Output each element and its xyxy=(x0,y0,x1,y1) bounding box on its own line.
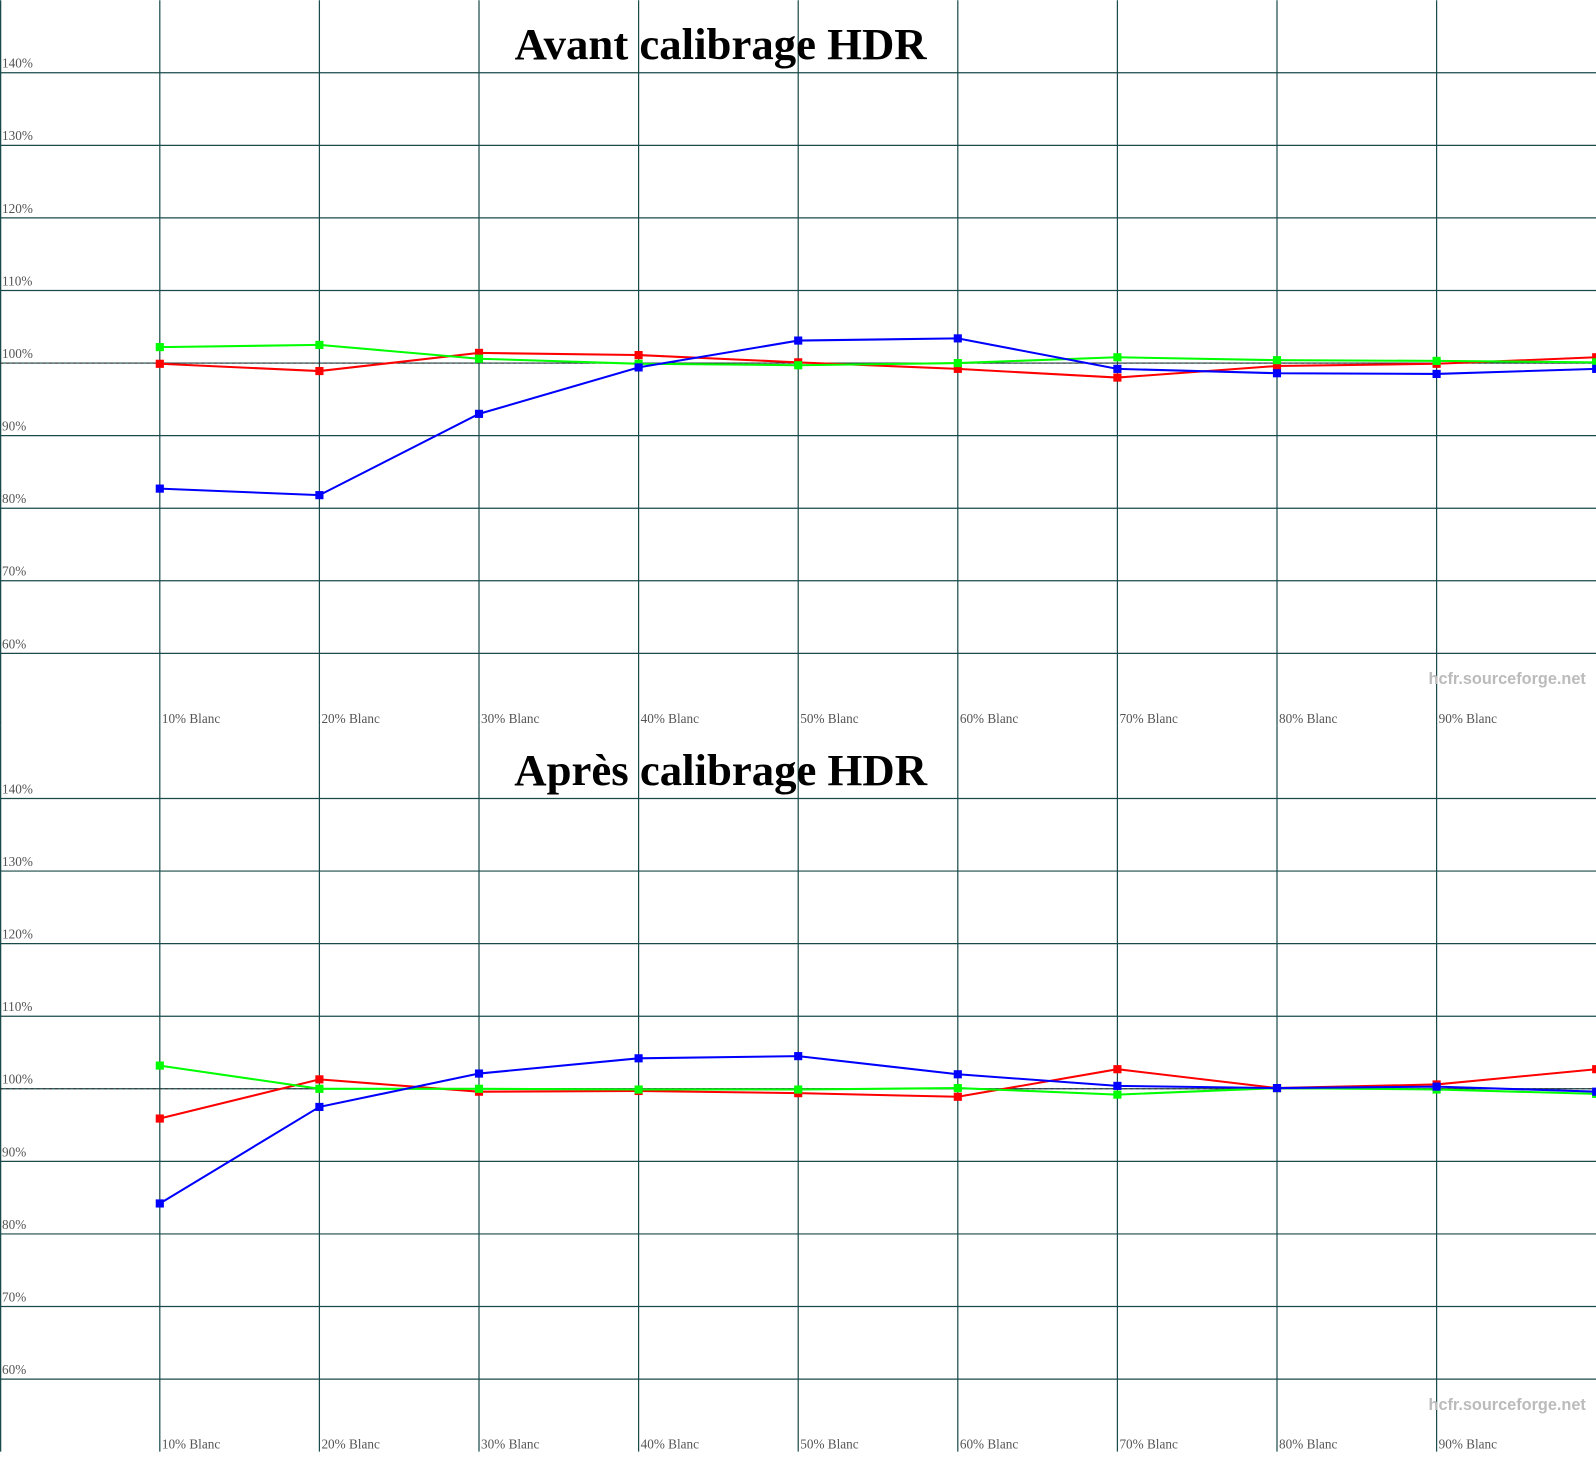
point xyxy=(1113,1081,1122,1090)
point xyxy=(315,1102,324,1112)
point xyxy=(953,1070,962,1079)
x-tick-label: 40% Blanc xyxy=(641,711,700,726)
point xyxy=(474,354,484,363)
series-line xyxy=(159,1068,1596,1120)
watermark: hcfr.sourceforge.net xyxy=(1429,1396,1587,1414)
x-tick-label: 80% Blanc xyxy=(1279,1437,1338,1452)
point xyxy=(1592,1065,1596,1074)
point xyxy=(1113,373,1122,382)
point xyxy=(155,343,164,352)
point xyxy=(315,366,324,376)
watermark: hcfr.sourceforge.net xyxy=(1429,670,1587,688)
y-tick-label: 90% xyxy=(2,1144,26,1159)
point xyxy=(155,1199,164,1208)
point xyxy=(634,1085,643,1094)
point xyxy=(1432,356,1441,365)
chart: 60% 70% 80% 90% 100% 110% 120% 130% 140% 10% Blan… xyxy=(0,0,1596,726)
x-tick-label: 40% Blanc xyxy=(641,1437,700,1452)
y-tick-label: 120% xyxy=(2,201,33,216)
point xyxy=(155,1061,164,1070)
point xyxy=(634,351,643,360)
point xyxy=(1272,361,1282,371)
point xyxy=(1592,358,1596,367)
point xyxy=(1592,1087,1596,1096)
y-tick-label: 60% xyxy=(2,1362,26,1377)
point xyxy=(953,1083,962,1093)
point xyxy=(953,364,962,373)
x-tick-label: 10% Blanc xyxy=(162,1437,221,1452)
point xyxy=(155,1114,164,1123)
x-tick-label: 60% Blanc xyxy=(960,1437,1019,1452)
series-line xyxy=(159,1055,1596,1205)
point xyxy=(1592,364,1596,373)
point xyxy=(634,363,643,372)
x-tick-label: 90% Blanc xyxy=(1439,1437,1498,1452)
y-tick-label: 80% xyxy=(2,1217,26,1232)
y-tick-label: 70% xyxy=(2,1289,26,1304)
x-tick-label: 20% Blanc xyxy=(321,1437,380,1452)
point xyxy=(634,1054,643,1063)
y-tick-label: 80% xyxy=(2,491,26,506)
point xyxy=(953,1092,962,1101)
point xyxy=(315,491,324,500)
point xyxy=(155,484,164,493)
point xyxy=(953,334,962,343)
y-tick-label: 110% xyxy=(2,999,32,1014)
point xyxy=(1272,369,1282,378)
point xyxy=(794,336,803,345)
x-tick-label: 50% Blanc xyxy=(800,1437,859,1452)
y-tick-label: 120% xyxy=(2,927,33,942)
series-line xyxy=(159,351,1596,379)
point xyxy=(1592,353,1596,362)
series-line xyxy=(159,343,1596,367)
x-tick-label: 30% Blanc xyxy=(481,1437,540,1452)
x-tick-label: 70% Blanc xyxy=(1119,711,1178,726)
point xyxy=(953,358,962,368)
point xyxy=(794,1085,803,1094)
y-tick-label: 140% xyxy=(2,56,33,71)
y-tick-label: 130% xyxy=(2,854,33,869)
y-tick-label: 90% xyxy=(2,419,26,434)
point xyxy=(474,409,484,418)
x-tick-label: 90% Blanc xyxy=(1439,711,1498,726)
x-tick-label: 70% Blanc xyxy=(1119,1437,1178,1452)
point xyxy=(474,1069,484,1078)
x-tick-label: 60% Blanc xyxy=(960,711,1019,726)
y-tick-label: 100% xyxy=(2,1072,33,1087)
point xyxy=(1113,364,1122,373)
point xyxy=(1113,1065,1122,1074)
y-tick-label: 110% xyxy=(2,273,32,288)
x-tick-label: 80% Blanc xyxy=(1279,711,1338,726)
point xyxy=(794,1052,803,1061)
y-tick-label: 130% xyxy=(2,128,33,143)
x-tick-label: 30% Blanc xyxy=(481,711,540,726)
point xyxy=(1432,1082,1441,1091)
chart-title: Après calibrage HDR xyxy=(514,745,927,795)
point xyxy=(315,1084,324,1093)
point xyxy=(1113,353,1122,362)
point xyxy=(155,359,164,368)
point xyxy=(1432,369,1441,379)
y-tick-label: 100% xyxy=(2,346,33,361)
point xyxy=(474,348,484,357)
series-line xyxy=(159,1064,1596,1096)
x-tick-label: 10% Blanc xyxy=(162,711,221,726)
point xyxy=(1272,356,1282,365)
series-line xyxy=(159,337,1596,497)
point xyxy=(315,1075,324,1084)
point xyxy=(1272,1083,1282,1093)
x-tick-label: 50% Blanc xyxy=(800,711,859,726)
point xyxy=(1113,1090,1122,1099)
y-tick-label: 140% xyxy=(2,781,33,796)
x-tick-label: 20% Blanc xyxy=(321,711,380,726)
point xyxy=(474,1084,484,1093)
y-tick-label: 60% xyxy=(2,636,26,651)
chart-title: Avant calibrage HDR xyxy=(515,19,928,69)
chart: 60% 70% 80% 90% 100% 110% 120% 130% 140% 10% Blan… xyxy=(0,725,1596,1452)
y-tick-label: 70% xyxy=(2,564,26,579)
point xyxy=(794,361,803,370)
point xyxy=(315,340,324,349)
